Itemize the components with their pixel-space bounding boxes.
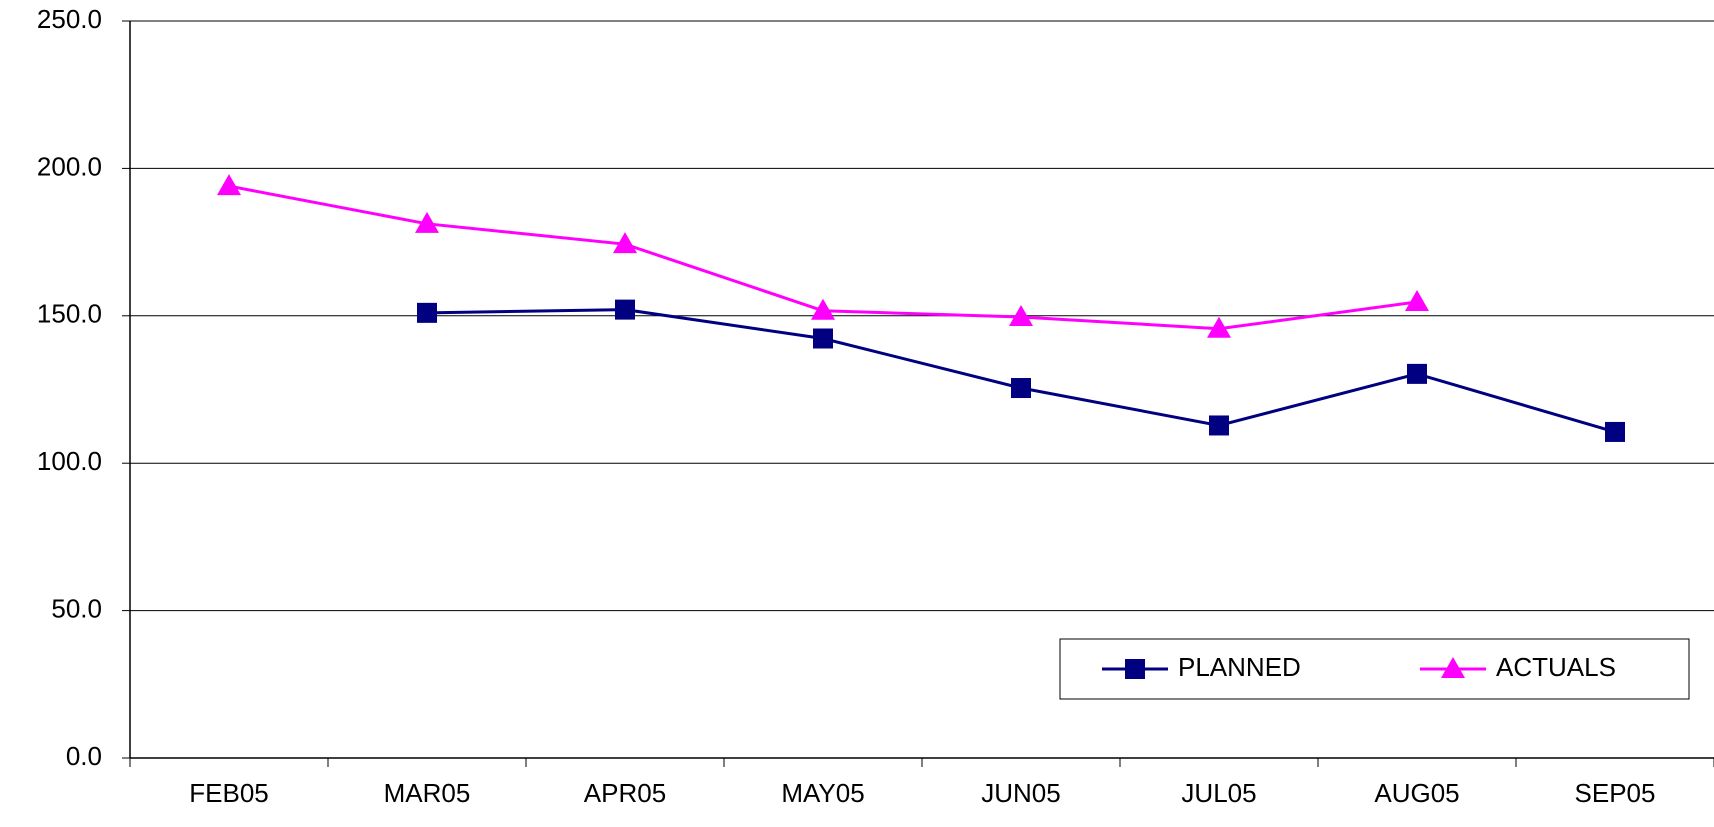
marker [615, 299, 635, 320]
y-tick-label: 0.0 [66, 741, 102, 771]
y-tick-label: 100.0 [37, 446, 102, 476]
marker [415, 211, 439, 233]
x-tick-label: JUN05 [981, 778, 1060, 808]
y-tick-label: 200.0 [37, 151, 102, 181]
x-tick-label: SEP05 [1575, 778, 1656, 808]
marker [417, 302, 437, 323]
x-tick-label: AUG05 [1374, 778, 1459, 808]
legend: PLANNED ACTUALS [1059, 638, 1690, 700]
legend-label: ACTUALS [1496, 652, 1616, 682]
y-tick-label: 150.0 [37, 299, 102, 329]
marker [1125, 659, 1145, 679]
marker [1407, 363, 1427, 384]
x-tick-label: MAY05 [781, 778, 864, 808]
marker [1209, 415, 1229, 436]
x-tick-label: MAR05 [384, 778, 471, 808]
marker [1207, 316, 1231, 338]
y-tick-label: 50.0 [51, 593, 102, 623]
marker [1405, 289, 1429, 311]
marker [613, 232, 637, 254]
x-tick-label: JUL05 [1181, 778, 1256, 808]
marker [1605, 421, 1625, 442]
marker [1441, 657, 1465, 678]
marker [217, 174, 241, 196]
x-tick-label: APR05 [584, 778, 666, 808]
series-line [426, 308, 1616, 434]
marker [1009, 304, 1033, 326]
marker [1011, 378, 1031, 399]
marker [813, 328, 833, 349]
y-tick-label: 250.0 [37, 4, 102, 34]
x-tick-label: FEB05 [189, 778, 269, 808]
legend-label: PLANNED [1178, 652, 1301, 682]
marker [811, 298, 835, 320]
